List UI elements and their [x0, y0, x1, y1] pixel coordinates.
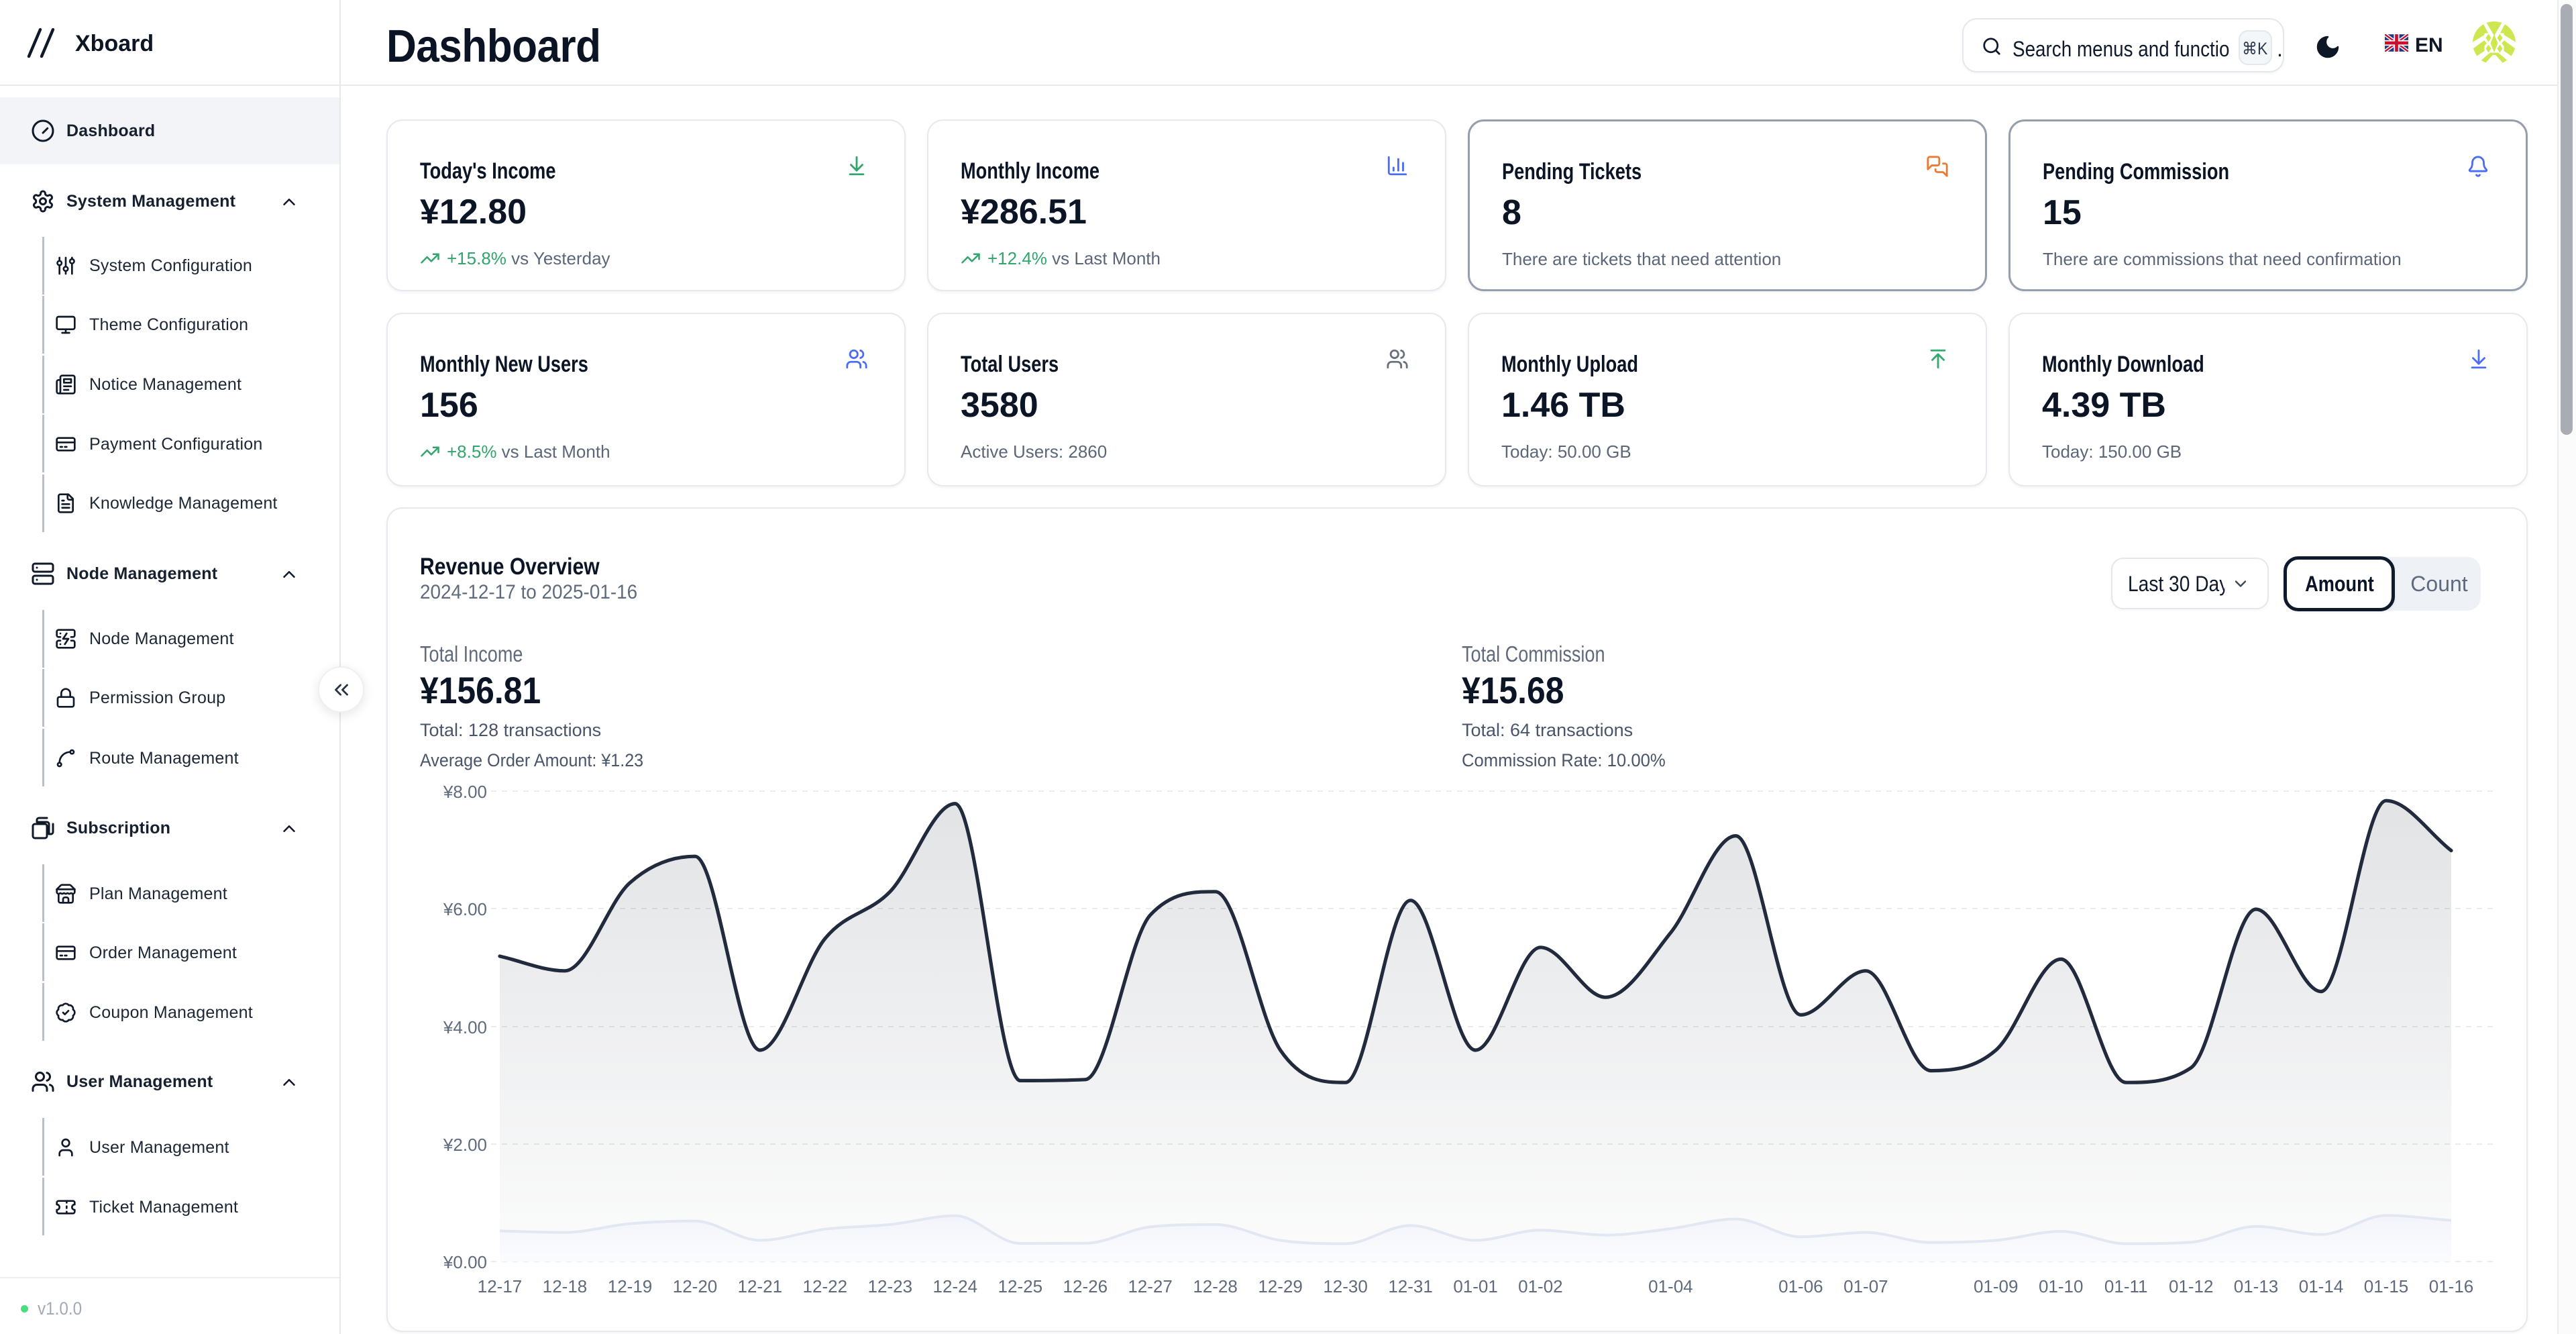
- svg-text:12-25: 12-25: [998, 1276, 1043, 1296]
- svg-text:01-12: 01-12: [2169, 1276, 2214, 1296]
- svg-text:01-02: 01-02: [1518, 1276, 1563, 1296]
- svg-text:01-10: 01-10: [2039, 1276, 2084, 1296]
- svg-text:12-20: 12-20: [673, 1276, 718, 1296]
- svg-text:¥0.00: ¥0.00: [443, 1252, 487, 1272]
- svg-text:12-27: 12-27: [1128, 1276, 1173, 1296]
- svg-text:01-09: 01-09: [1974, 1276, 2019, 1296]
- svg-text:¥2.00: ¥2.00: [443, 1135, 487, 1155]
- svg-text:12-29: 12-29: [1258, 1276, 1303, 1296]
- svg-text:12-21: 12-21: [738, 1276, 783, 1296]
- svg-text:01-11: 01-11: [2104, 1276, 2148, 1296]
- svg-text:12-30: 12-30: [1323, 1276, 1368, 1296]
- svg-text:12-28: 12-28: [1193, 1276, 1238, 1296]
- svg-text:12-19: 12-19: [608, 1276, 653, 1296]
- svg-text:12-31: 12-31: [1388, 1276, 1433, 1296]
- svg-text:¥6.00: ¥6.00: [443, 899, 487, 919]
- svg-text:01-01: 01-01: [1453, 1276, 1498, 1296]
- svg-text:01-14: 01-14: [2299, 1276, 2344, 1296]
- svg-text:12-23: 12-23: [868, 1276, 913, 1296]
- svg-text:¥8.00: ¥8.00: [443, 782, 487, 802]
- svg-text:01-07: 01-07: [1843, 1276, 1888, 1296]
- svg-text:12-18: 12-18: [543, 1276, 588, 1296]
- svg-text:¥4.00: ¥4.00: [443, 1017, 487, 1037]
- svg-text:01-06: 01-06: [1778, 1276, 1823, 1296]
- svg-text:01-16: 01-16: [2429, 1276, 2474, 1296]
- svg-text:12-26: 12-26: [1063, 1276, 1108, 1296]
- svg-text:12-17: 12-17: [478, 1276, 523, 1296]
- svg-text:01-13: 01-13: [2234, 1276, 2279, 1296]
- svg-text:12-24: 12-24: [933, 1276, 978, 1296]
- svg-text:12-22: 12-22: [803, 1276, 848, 1296]
- svg-text:01-15: 01-15: [2364, 1276, 2409, 1296]
- svg-text:01-04: 01-04: [1648, 1276, 1693, 1296]
